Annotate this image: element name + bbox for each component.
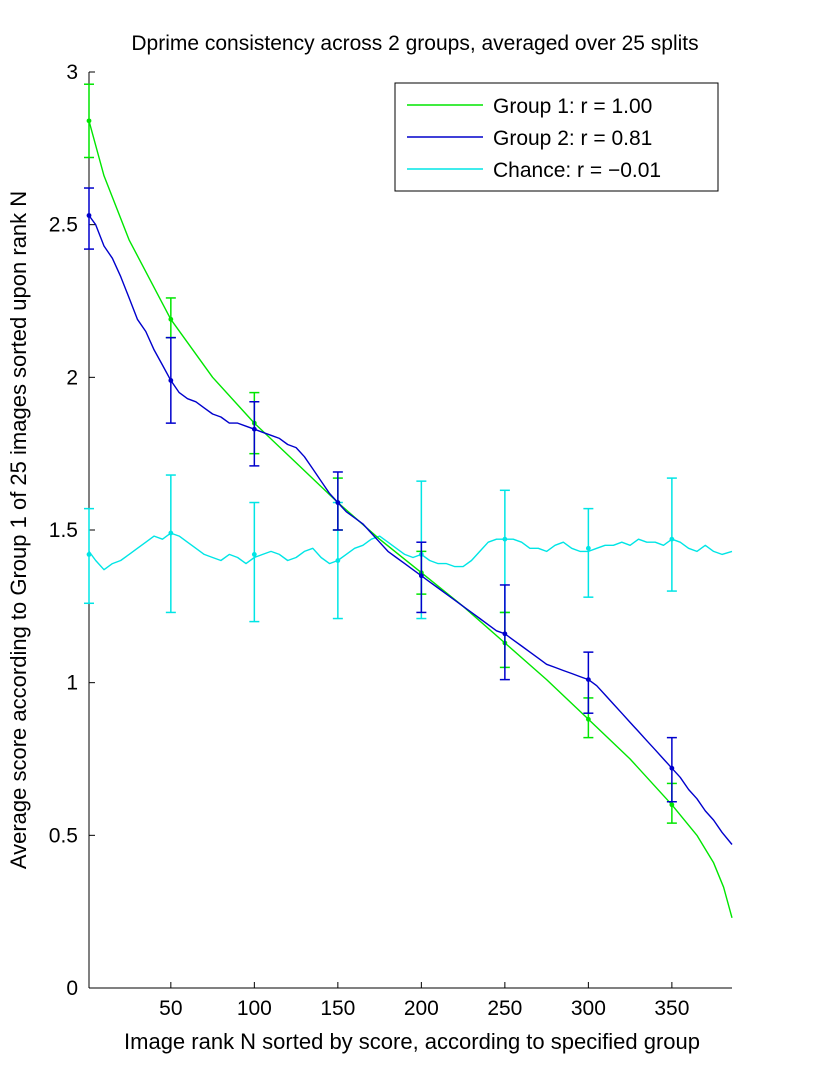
x-tick-label: 300 xyxy=(571,997,606,1020)
data-point xyxy=(669,765,675,771)
legend: Group 1: r = 1.00 Group 2: r = 0.81 Chance… xyxy=(394,82,719,192)
x-tick-label: 50 xyxy=(159,997,182,1020)
data-point xyxy=(86,552,92,557)
y-tick-label: 0.5 xyxy=(49,824,78,847)
y-tick-label: 1.5 xyxy=(49,519,78,542)
x-axis-ticks: 50 100 150 200 250 300 350 xyxy=(159,982,689,1020)
data-point xyxy=(585,677,591,683)
series-line-3 xyxy=(88,532,733,571)
y-tick-label: 2.5 xyxy=(49,214,78,237)
series-layer xyxy=(84,83,733,918)
y-axis-label: Average score according to Group 1 of 25… xyxy=(6,191,31,869)
x-tick-label: 100 xyxy=(237,997,272,1020)
plot-area xyxy=(88,72,732,989)
data-point xyxy=(585,716,591,722)
data-point xyxy=(502,631,508,637)
data-point xyxy=(168,316,174,322)
x-tick-label: 150 xyxy=(320,997,355,1020)
data-point xyxy=(86,213,92,218)
data-point xyxy=(585,545,591,551)
y-tick-label: 0 xyxy=(66,977,78,1000)
legend-label-3: Chance: r = −0.01 xyxy=(493,159,661,182)
x-tick-label: 200 xyxy=(404,997,439,1020)
data-point xyxy=(669,536,675,542)
data-point xyxy=(669,802,675,808)
data-point xyxy=(418,573,424,579)
y-tick-label: 3 xyxy=(66,61,78,84)
series-line-1 xyxy=(88,120,733,918)
x-tick-label: 350 xyxy=(654,997,689,1020)
x-axis-label: Image rank N sorted by score, according … xyxy=(124,1029,700,1054)
x-tick-label: 250 xyxy=(487,997,522,1020)
data-point xyxy=(86,118,92,124)
series-line-2 xyxy=(88,215,733,845)
series-group-1 xyxy=(84,83,733,918)
data-point xyxy=(502,536,508,542)
series-group-2 xyxy=(84,187,733,845)
data-point xyxy=(335,500,341,505)
y-tick-label: 2 xyxy=(66,366,78,389)
y-axis-ticks: 0 0.5 1 1.5 2 2.5 3 xyxy=(49,61,95,1000)
series-group-3 xyxy=(84,474,733,623)
data-point xyxy=(168,530,174,536)
data-point xyxy=(168,377,174,383)
data-point xyxy=(251,552,257,557)
data-point xyxy=(335,558,341,563)
legend-label-2: Group 2: r = 0.81 xyxy=(493,127,652,150)
data-point xyxy=(251,426,257,432)
chart-title: Dprime consistency across 2 groups, aver… xyxy=(131,32,698,55)
legend-label-1: Group 1: r = 1.00 xyxy=(493,95,652,118)
y-tick-label: 1 xyxy=(66,672,78,695)
